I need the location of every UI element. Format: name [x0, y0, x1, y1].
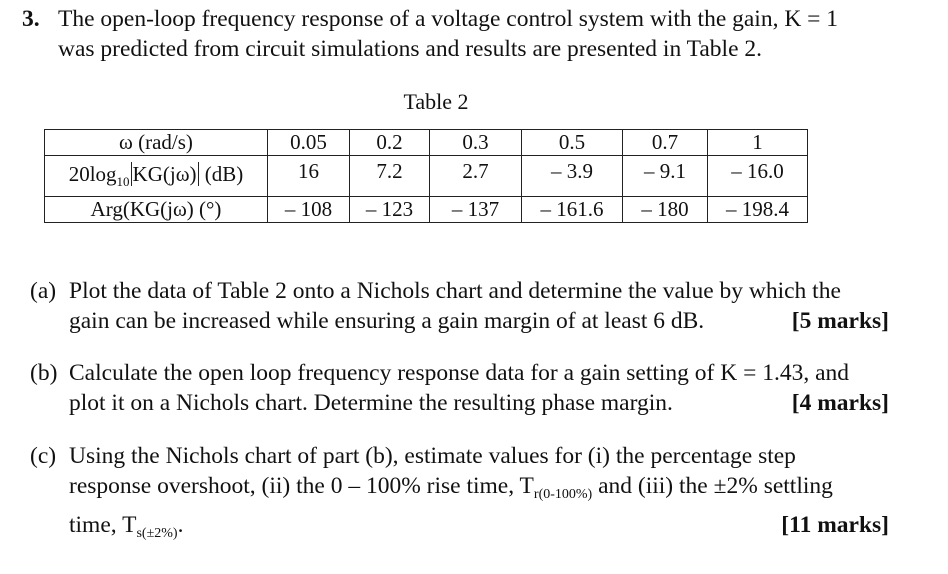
part-a-text-2: gain can be increased while ensuring a g…	[69, 308, 705, 334]
cell-omega: 0.5	[521, 129, 623, 156]
part-a-label: (a)	[30, 278, 57, 304]
part-b-text-1: Calculate the open loop frequency respon…	[69, 360, 850, 386]
part-c-label: (c)	[30, 443, 57, 469]
cell-phase: – 161.6	[521, 196, 623, 223]
part-c-text-3a: time, T	[69, 512, 137, 538]
table-row-omega: ω (rad/s) 0.05 0.2 0.3 0.5 0.7 1	[44, 129, 808, 156]
table-caption: Table 2	[403, 89, 469, 114]
part-c-text-2: response overshoot, (ii) the 0 – 100% ri…	[69, 471, 833, 510]
gain-prefix: 20log	[68, 162, 117, 186]
row-header-phase: Arg(KG(jω) (°)	[44, 196, 268, 223]
cell-omega: 0.2	[349, 129, 430, 156]
table-row-gain: 20log10 KG(jω) (dB) 16 7.2 2.7 – 3.9 – 9.…	[44, 155, 808, 197]
part-b-line-2: plot it on a Nichols chart. Determine th…	[69, 388, 889, 418]
part-c-text-1: Using the Nichols chart of part (b), est…	[69, 443, 796, 469]
gain-log-base: 10	[116, 174, 130, 189]
part-a-line-1: Plot the data of Table 2 onto a Nichols …	[69, 276, 889, 306]
cell-gain: 16	[267, 155, 350, 197]
gain-abs-expr: KG(jω)	[132, 162, 197, 186]
question-line-2: was predicted from circuit simulations a…	[58, 36, 763, 62]
cell-omega: 0.3	[429, 129, 522, 156]
part-b-marks: [4 marks]	[791, 390, 889, 416]
part-b-body: Calculate the open loop frequency respon…	[69, 358, 889, 418]
question-number: 3.	[22, 6, 40, 32]
part-c-text-2b: and (iii) the ±2% settling	[592, 473, 833, 499]
cell-gain: 2.7	[429, 155, 522, 197]
table-row-phase: Arg(KG(jω) (°) – 108 – 123 – 137 – 161.6…	[44, 196, 808, 223]
cell-gain: – 3.9	[521, 155, 623, 197]
frequency-response-table: ω (rad/s) 0.05 0.2 0.3 0.5 0.7 1 20log10…	[44, 129, 808, 223]
part-c-body: Using the Nichols chart of part (b), est…	[69, 441, 889, 549]
row-header-gain: 20log10 KG(jω) (dB)	[44, 155, 268, 197]
part-c-text-2a: response overshoot, (ii) the 0 – 100% ri…	[69, 473, 534, 499]
cell-omega: 0.7	[622, 129, 708, 156]
part-a-marks: [5 marks]	[791, 308, 889, 334]
abs-bar-right	[197, 162, 199, 186]
rise-time-subscript: r(0-100%)	[533, 487, 593, 502]
cell-phase: – 198.4	[707, 196, 808, 223]
abs-bar-left	[130, 162, 132, 186]
cell-phase: – 180	[622, 196, 708, 223]
question-text: The open-loop frequency response of a vo…	[58, 4, 908, 64]
part-c-line-2: response overshoot, (ii) the 0 – 100% ri…	[69, 471, 889, 510]
part-a-text-1: Plot the data of Table 2 onto a Nichols …	[69, 278, 841, 304]
cell-omega: 1	[707, 129, 808, 156]
gain-unit: (dB)	[204, 162, 244, 186]
part-c-text-3b: .	[177, 512, 184, 538]
cell-omega: 0.05	[267, 129, 350, 156]
part-c-line-1: Using the Nichols chart of part (b), est…	[69, 441, 889, 471]
cell-gain: – 9.1	[622, 155, 708, 197]
question-line-1: The open-loop frequency response of a vo…	[58, 6, 839, 32]
part-a-line-2: gain can be increased while ensuring a g…	[69, 306, 889, 336]
settling-time-subscript: s(±2%)	[136, 526, 178, 541]
part-a-body: Plot the data of Table 2 onto a Nichols …	[69, 276, 889, 336]
part-c-text-3: time, Ts(±2%).	[69, 510, 183, 549]
cell-gain: 7.2	[349, 155, 430, 197]
part-c-line-3: time, Ts(±2%). [11 marks]	[69, 510, 889, 549]
cell-phase: – 123	[349, 196, 430, 223]
part-c-marks: [11 marks]	[781, 512, 889, 538]
part-b-line-1: Calculate the open loop frequency respon…	[69, 358, 889, 388]
part-b-text-2: plot it on a Nichols chart. Determine th…	[69, 390, 673, 416]
cell-phase: – 137	[429, 196, 522, 223]
row-header-omega: ω (rad/s)	[44, 129, 268, 156]
cell-phase: – 108	[267, 196, 350, 223]
cell-gain: – 16.0	[707, 155, 808, 197]
part-b-label: (b)	[30, 360, 58, 386]
